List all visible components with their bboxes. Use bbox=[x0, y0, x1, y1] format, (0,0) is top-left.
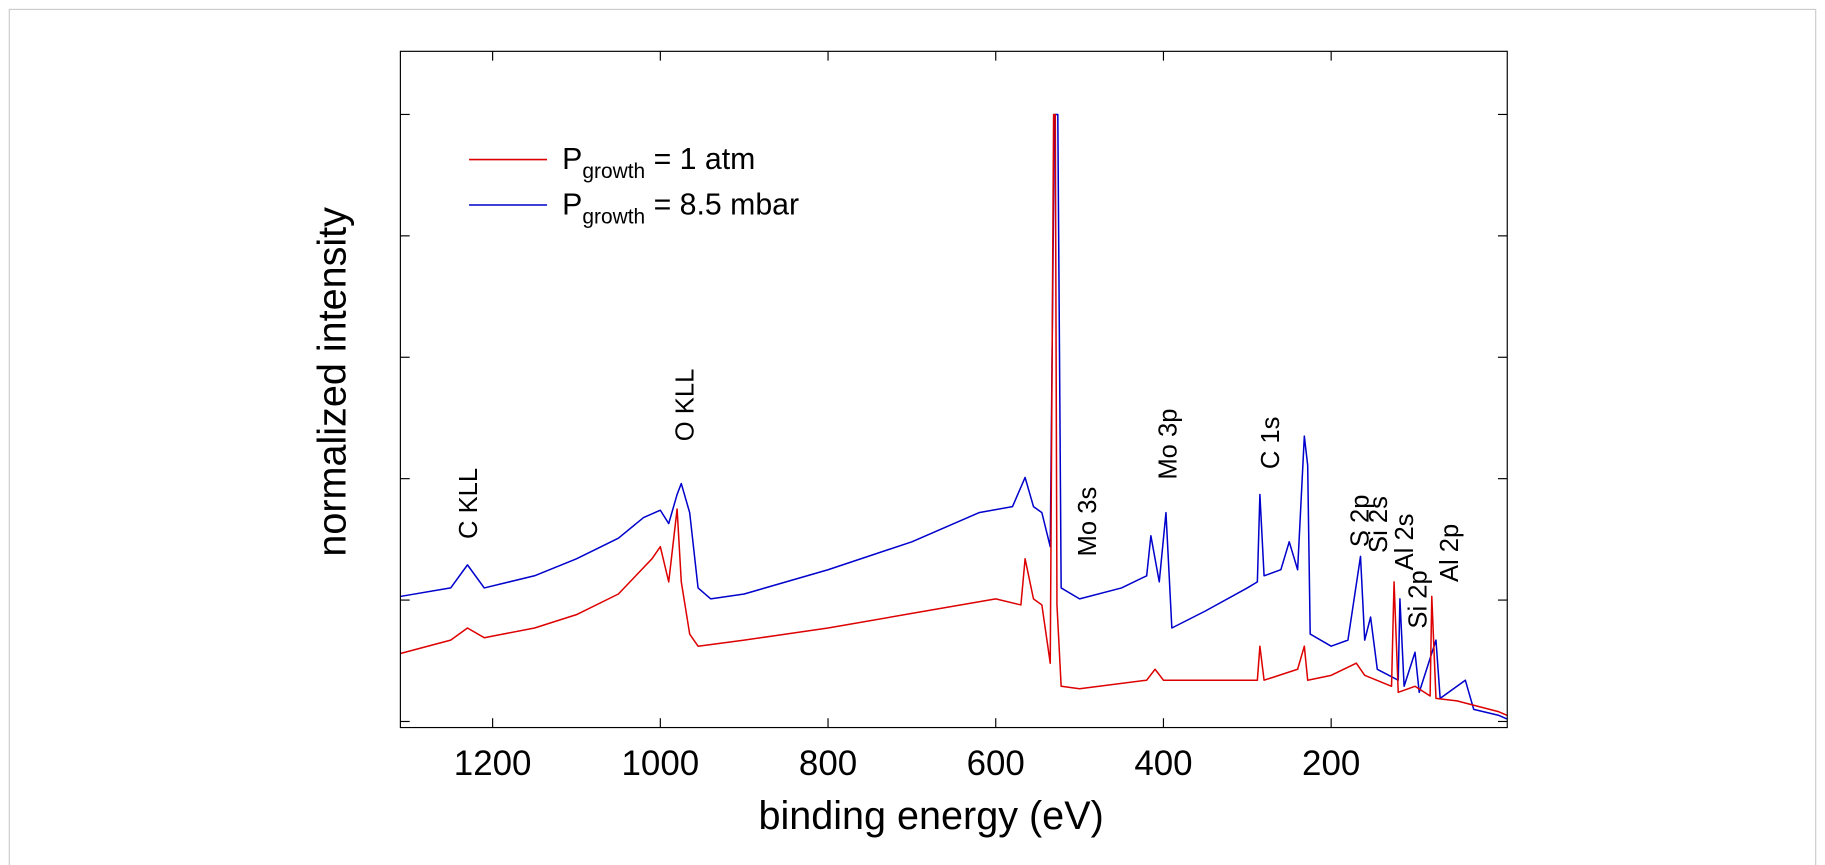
x-tick-label: 1200 bbox=[454, 744, 532, 783]
peak-label: C KLL bbox=[455, 468, 483, 539]
spectrum-line bbox=[400, 113, 1508, 720]
x-tick-label: 600 bbox=[967, 744, 1025, 783]
peak-label: Al 2p bbox=[1436, 524, 1464, 582]
x-axis-label: binding energy (eV) bbox=[758, 794, 1103, 838]
legend-label-rest: = 8.5 mbar bbox=[645, 188, 799, 221]
spectrum-line bbox=[400, 113, 1508, 717]
legend-label: Pgrowth = 1 atm bbox=[562, 143, 755, 183]
legend-label-main: P bbox=[562, 143, 582, 176]
peak-label: S 2p bbox=[1347, 494, 1375, 547]
x-tick-label: 400 bbox=[1134, 744, 1192, 783]
peak-label: O KLL bbox=[671, 369, 699, 442]
y-axis-label: normalized intensity bbox=[311, 207, 355, 557]
legend-label-rest: = 1 atm bbox=[645, 143, 755, 176]
legend-label: Pgrowth = 8.5 mbar bbox=[562, 188, 799, 228]
peak-label: Mo 3p bbox=[1154, 408, 1182, 479]
x-tick-label: 800 bbox=[799, 744, 857, 783]
legend-label-sub: growth bbox=[582, 206, 645, 229]
peak-label: Al 2s bbox=[1391, 514, 1419, 571]
peak-label: Si 2p bbox=[1405, 570, 1433, 628]
plot-frame bbox=[399, 50, 1508, 729]
figure-frame bbox=[8, 8, 1817, 865]
peak-label: C 1s bbox=[1257, 417, 1285, 470]
x-tick-label: 1000 bbox=[622, 744, 700, 783]
peak-label: Si 2s bbox=[1365, 496, 1393, 553]
legend-label-main: P bbox=[562, 188, 582, 221]
legend-label-sub: growth bbox=[582, 160, 645, 183]
peak-label: Mo 3s bbox=[1074, 487, 1102, 557]
x-tick-label: 200 bbox=[1302, 744, 1360, 783]
